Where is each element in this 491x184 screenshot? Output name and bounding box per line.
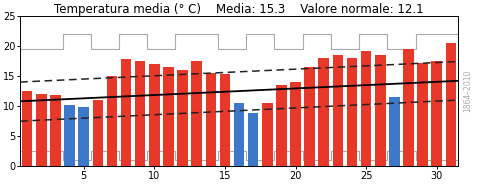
Bar xyxy=(206,73,216,166)
Bar xyxy=(262,103,273,166)
Bar xyxy=(248,113,258,166)
Title: Temperatura media (° C)    Media: 15.3    Valore normale: 12.1: Temperatura media (° C) Media: 15.3 Valo… xyxy=(54,3,424,16)
Bar xyxy=(64,105,75,166)
Bar xyxy=(163,67,174,166)
Bar xyxy=(403,49,414,166)
Bar xyxy=(417,63,428,166)
Bar xyxy=(22,91,32,166)
Bar xyxy=(92,100,103,166)
Bar xyxy=(177,70,188,166)
Bar xyxy=(149,64,160,166)
Bar xyxy=(389,97,400,166)
Bar xyxy=(446,43,456,166)
Bar xyxy=(36,94,47,166)
Bar xyxy=(219,74,230,166)
Bar xyxy=(121,59,132,166)
Text: 1864–2010: 1864–2010 xyxy=(464,70,472,112)
Bar xyxy=(304,67,315,166)
Bar xyxy=(290,82,301,166)
Bar xyxy=(276,85,287,166)
Bar xyxy=(191,61,202,166)
Bar xyxy=(319,58,329,166)
Bar xyxy=(79,107,89,166)
Bar xyxy=(375,55,385,166)
Bar xyxy=(50,95,61,166)
Bar xyxy=(234,103,245,166)
Bar xyxy=(135,61,145,166)
Bar xyxy=(432,61,442,166)
Bar xyxy=(361,51,372,166)
Bar xyxy=(347,58,357,166)
Bar xyxy=(332,55,343,166)
Bar xyxy=(107,76,117,166)
